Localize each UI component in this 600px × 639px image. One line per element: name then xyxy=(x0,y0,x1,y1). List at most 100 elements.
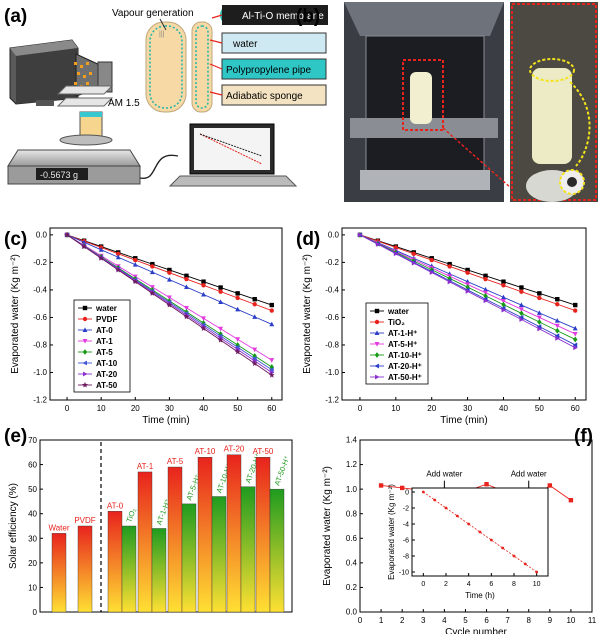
data-point xyxy=(115,254,121,260)
data-point xyxy=(447,279,453,285)
data-point xyxy=(268,372,275,378)
data-point xyxy=(536,324,542,330)
data-point xyxy=(252,358,258,364)
data-point xyxy=(411,260,417,266)
data-point xyxy=(357,232,363,238)
y-tick-label: -0.2 xyxy=(325,258,339,267)
data-point xyxy=(555,335,560,341)
data-point xyxy=(447,261,452,267)
data-point xyxy=(483,273,488,279)
x-tick-label: 60 xyxy=(267,404,276,413)
data-point xyxy=(483,290,488,296)
data-point xyxy=(483,276,488,282)
bar-label: PVDF xyxy=(74,516,95,525)
chart-d: 0 10 20 30 40 50 60 0.0 -0.2 -0.4 -0.6 -0.8 -1.0 -1.2… xyxy=(302,227,587,426)
y-tick-label: -2 xyxy=(403,505,409,512)
data-point xyxy=(501,283,506,288)
data-point xyxy=(166,276,172,282)
y-tick-label: 50 xyxy=(28,485,37,494)
y-tick-label: 0.6 xyxy=(346,534,358,543)
data-point xyxy=(411,251,416,256)
y-tick-label: -1.0 xyxy=(325,368,339,377)
x-tick-label: 4 xyxy=(442,616,447,625)
data-point xyxy=(116,251,121,256)
legend-label: water xyxy=(95,304,117,313)
data-point xyxy=(201,283,206,288)
pipe-legend-label: Polypropylene pipe xyxy=(226,65,311,76)
inset-data-point xyxy=(455,514,459,518)
y-tick-label: -10 xyxy=(399,569,409,576)
data-point xyxy=(269,367,274,373)
data-point xyxy=(483,298,489,304)
data-point xyxy=(150,264,155,269)
legend-label: AT-0 xyxy=(96,326,113,335)
plot-frame xyxy=(49,227,283,401)
laptop-illustration xyxy=(168,123,298,187)
y-tick-label: -0.4 xyxy=(33,286,47,295)
panel-label-b: (b) xyxy=(296,6,320,27)
sample-cup xyxy=(79,111,103,137)
x-tick-label: 20 xyxy=(131,404,140,413)
y-tick-label: -0.6 xyxy=(33,313,47,322)
data-point xyxy=(269,308,274,313)
annotation-label: Add water xyxy=(426,470,462,479)
x-tick-label: 40 xyxy=(199,404,208,413)
panel-label-c: (c) xyxy=(4,229,27,250)
legend-marker xyxy=(375,374,380,380)
x-tick-label: 40 xyxy=(499,404,508,413)
data-point xyxy=(537,319,542,325)
data-point xyxy=(235,295,240,301)
data-point xyxy=(465,284,470,291)
legend-marker xyxy=(82,339,88,344)
data-point xyxy=(201,316,206,321)
y-axis-label: Evaporated water (Kg m⁻²) xyxy=(387,484,396,580)
y-tick-label: -8 xyxy=(403,553,409,560)
data-point xyxy=(167,270,172,275)
data-point xyxy=(217,337,224,343)
data-point xyxy=(429,257,434,263)
bar xyxy=(51,533,67,613)
data-point xyxy=(501,307,507,313)
inset-chart: 0 2 4 6 8 10 0 -2 -4 -6 -8 -10 Time (h) Evaporated wa… xyxy=(387,484,549,600)
data-point xyxy=(132,262,138,267)
data-point xyxy=(518,302,524,308)
data-point xyxy=(484,482,489,487)
panel-label-f: (f) xyxy=(574,426,593,447)
legend-label: AT-10-H⁺ xyxy=(388,351,422,360)
data-point xyxy=(98,247,104,252)
x-tick-label: 30 xyxy=(165,404,174,413)
data-point xyxy=(555,327,560,334)
x-tick-label: 50 xyxy=(233,404,242,413)
lamp-illustration xyxy=(9,39,113,106)
data-point xyxy=(218,331,223,337)
data-point xyxy=(133,257,138,263)
legend-label: AT-5 xyxy=(96,348,113,357)
bar xyxy=(240,486,256,613)
legend-label: AT-20 xyxy=(96,370,118,379)
legend-marker xyxy=(374,342,380,347)
vapour-generation-label: Vapour generation xyxy=(112,8,194,19)
y-tick-label: 0.0 xyxy=(346,608,358,617)
data-point xyxy=(218,285,223,290)
vapour-pointer xyxy=(159,18,167,31)
y-tick-label: 1.0 xyxy=(346,485,358,494)
data-point xyxy=(184,276,189,282)
data-point xyxy=(149,290,156,296)
y-tick-label: 0 xyxy=(33,608,38,617)
data-point xyxy=(465,267,470,273)
data-point xyxy=(235,344,240,350)
membrane-label-box xyxy=(222,5,328,25)
data-point xyxy=(537,291,542,296)
legend-label: AT-50-H⁺ xyxy=(388,373,422,382)
data-point xyxy=(501,279,506,284)
panel-label-a: (a) xyxy=(4,6,27,27)
y-tick-label: 0.4 xyxy=(346,559,358,568)
data-point xyxy=(555,297,560,302)
data-point xyxy=(81,239,87,245)
bar-label: Water xyxy=(48,523,69,532)
data-point xyxy=(519,289,524,294)
legend-marker xyxy=(82,360,87,366)
y-tick-label: 0 xyxy=(405,489,409,496)
y-tick-label: -1.2 xyxy=(325,396,339,405)
data-point xyxy=(235,337,241,342)
